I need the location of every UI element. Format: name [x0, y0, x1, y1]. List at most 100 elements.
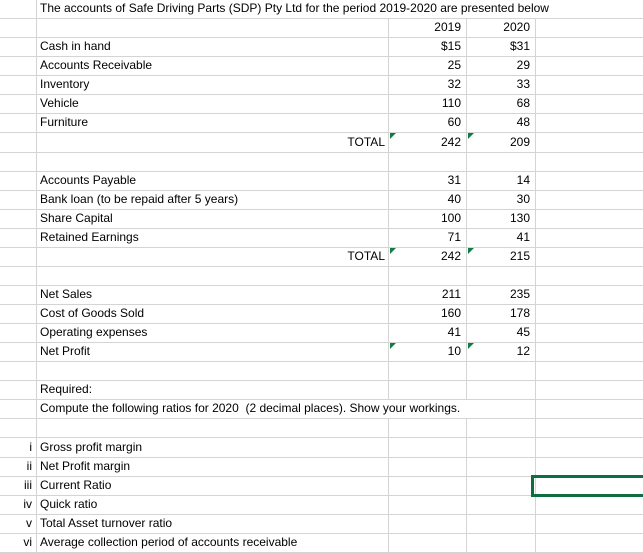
- cell-y2019[interactable]: [389, 514, 467, 533]
- cell-extra[interactable]: [536, 210, 643, 228]
- cell-y2020[interactable]: 48: [467, 114, 536, 133]
- cell-row-label[interactable]: [0, 400, 37, 419]
- cell-extra[interactable]: [536, 324, 643, 342]
- cell-y2020[interactable]: [467, 381, 536, 400]
- cell-desc[interactable]: [37, 362, 389, 381]
- cell-y2020[interactable]: [467, 476, 536, 495]
- cell-y2019[interactable]: 71: [389, 228, 467, 247]
- cell-extra[interactable]: [536, 38, 643, 56]
- cell-desc[interactable]: Retained Earnings: [37, 228, 389, 247]
- cell-extra[interactable]: [536, 515, 643, 533]
- cell-y2020[interactable]: [467, 457, 536, 476]
- cell-y2020[interactable]: [467, 419, 536, 438]
- cell-y2019[interactable]: 40: [389, 190, 467, 209]
- cell-y2019[interactable]: [389, 362, 467, 381]
- cell-desc[interactable]: Average collection period of accounts re…: [37, 533, 389, 552]
- cell-row-label[interactable]: [0, 228, 37, 247]
- cell-y2020[interactable]: [467, 152, 536, 171]
- cell-extra[interactable]: [536, 191, 643, 209]
- cell-y2020[interactable]: 215: [467, 247, 536, 266]
- cell-y2019[interactable]: [389, 419, 467, 438]
- cell-row-label[interactable]: [0, 133, 37, 152]
- cell-extra[interactable]: [536, 172, 643, 190]
- cell-row-label[interactable]: [0, 38, 37, 57]
- cell-y2020[interactable]: 68: [467, 95, 536, 114]
- cell-desc[interactable]: Gross profit margin: [37, 438, 389, 457]
- cell-y2020[interactable]: 45: [467, 324, 536, 343]
- cell-row-label[interactable]: [0, 0, 37, 19]
- cell-extra[interactable]: [536, 381, 643, 399]
- cell-extra[interactable]: [536, 19, 643, 37]
- cell-desc[interactable]: Operating expenses: [37, 324, 389, 343]
- cell-y2019[interactable]: [389, 438, 467, 457]
- cell-y2019[interactable]: 2019: [389, 19, 467, 38]
- cell-y2020[interactable]: 33: [467, 76, 536, 95]
- cell-extra[interactable]: [536, 419, 643, 437]
- cell-desc[interactable]: [37, 19, 389, 38]
- cell-extra[interactable]: [536, 438, 643, 456]
- cell-row-label[interactable]: [0, 171, 37, 190]
- cell-desc[interactable]: Share Capital: [37, 209, 389, 228]
- cell-y2020[interactable]: 41: [467, 228, 536, 247]
- cell-y2019[interactable]: 60: [389, 114, 467, 133]
- cell-extra[interactable]: [536, 114, 643, 132]
- cell-desc[interactable]: Required:: [37, 381, 389, 400]
- cell-row-label[interactable]: [0, 285, 37, 304]
- cell-desc[interactable]: Accounts Payable: [37, 171, 389, 190]
- cell-row-label[interactable]: [0, 381, 37, 400]
- cell-desc[interactable]: [37, 266, 389, 285]
- cell-y2019[interactable]: [389, 495, 467, 514]
- cell-row-label[interactable]: [0, 76, 37, 95]
- cell-title-text[interactable]: The accounts of Safe Driving Parts (SDP)…: [40, 1, 549, 16]
- cell-extra[interactable]: [536, 57, 643, 75]
- cell-y2020[interactable]: 2020: [467, 19, 536, 38]
- cell-y2020[interactable]: [467, 438, 536, 457]
- cell-y2019[interactable]: $15: [389, 38, 467, 57]
- cell-row-label[interactable]: [0, 209, 37, 228]
- cell-y2020[interactable]: 235: [467, 285, 536, 304]
- cell-desc[interactable]: Bank loan (to be repaid after 5 years): [37, 190, 389, 209]
- cell-y2020[interactable]: $31: [467, 38, 536, 57]
- cell-y2019[interactable]: 25: [389, 57, 467, 76]
- cell-extra[interactable]: [536, 95, 643, 113]
- cell-extra[interactable]: [536, 362, 643, 380]
- cell-y2019[interactable]: [389, 266, 467, 285]
- cell-extra[interactable]: [536, 229, 643, 247]
- cell-y2020[interactable]: [467, 533, 536, 552]
- cell-instruction-text[interactable]: Compute the following ratios for 2020 (2…: [37, 400, 536, 419]
- cell-row-label[interactable]: [0, 57, 37, 76]
- cell-extra[interactable]: [536, 153, 643, 171]
- cell-desc[interactable]: Quick ratio: [37, 495, 389, 514]
- cell-extra[interactable]: [536, 133, 643, 151]
- cell-row-label[interactable]: vi: [0, 533, 37, 552]
- cell-y2019[interactable]: 211: [389, 285, 467, 304]
- cell-desc[interactable]: Net Profit margin: [37, 457, 389, 476]
- cell-y2019[interactable]: 32: [389, 76, 467, 95]
- cell-extra[interactable]: [536, 458, 643, 476]
- cell-y2019[interactable]: 110: [389, 95, 467, 114]
- cell-desc[interactable]: Vehicle: [37, 95, 389, 114]
- cell-extra[interactable]: [536, 76, 643, 94]
- cell-row-label[interactable]: v: [0, 514, 37, 533]
- cell-row-label[interactable]: [0, 19, 37, 38]
- cell-y2020[interactable]: 209: [467, 133, 536, 152]
- cell-y2019[interactable]: [389, 533, 467, 552]
- cell-row-label[interactable]: [0, 95, 37, 114]
- cell-y2020[interactable]: 30: [467, 190, 536, 209]
- cell-y2019[interactable]: 10: [389, 343, 467, 362]
- cell-desc[interactable]: Accounts Receivable: [37, 57, 389, 76]
- cell-y2020[interactable]: [467, 514, 536, 533]
- cell-y2019[interactable]: [389, 381, 467, 400]
- cell-y2020[interactable]: [467, 362, 536, 381]
- cell-y2019[interactable]: 41: [389, 324, 467, 343]
- cell-extra[interactable]: [536, 400, 643, 418]
- cell-desc[interactable]: TOTAL: [37, 133, 389, 152]
- cell-desc[interactable]: Current Ratio: [37, 476, 389, 495]
- cell-row-label[interactable]: [0, 266, 37, 285]
- cell-row-label[interactable]: iv: [0, 495, 37, 514]
- cell-desc[interactable]: Cash in hand: [37, 38, 389, 57]
- cell-desc[interactable]: TOTAL: [37, 247, 389, 266]
- cell-y2019[interactable]: 242: [389, 133, 467, 152]
- cell-desc[interactable]: Net Profit: [37, 343, 389, 362]
- cell-row-label[interactable]: [0, 324, 37, 343]
